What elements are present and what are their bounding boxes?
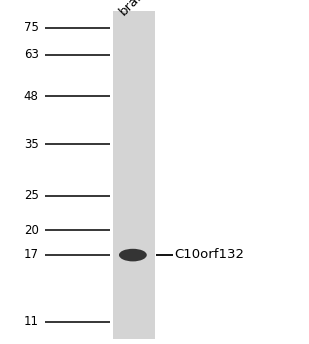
Text: 48: 48 bbox=[24, 90, 39, 103]
Text: 20: 20 bbox=[24, 224, 39, 237]
Text: 35: 35 bbox=[24, 138, 39, 151]
Text: brain: brain bbox=[117, 0, 150, 18]
Text: 75: 75 bbox=[24, 21, 39, 34]
Bar bbox=[113, 11, 154, 339]
Text: 63: 63 bbox=[24, 48, 39, 61]
Ellipse shape bbox=[119, 249, 147, 261]
Text: 11: 11 bbox=[23, 315, 39, 328]
Text: C10orf132: C10orf132 bbox=[175, 248, 245, 261]
Text: 17: 17 bbox=[23, 248, 39, 261]
Text: 25: 25 bbox=[24, 190, 39, 203]
